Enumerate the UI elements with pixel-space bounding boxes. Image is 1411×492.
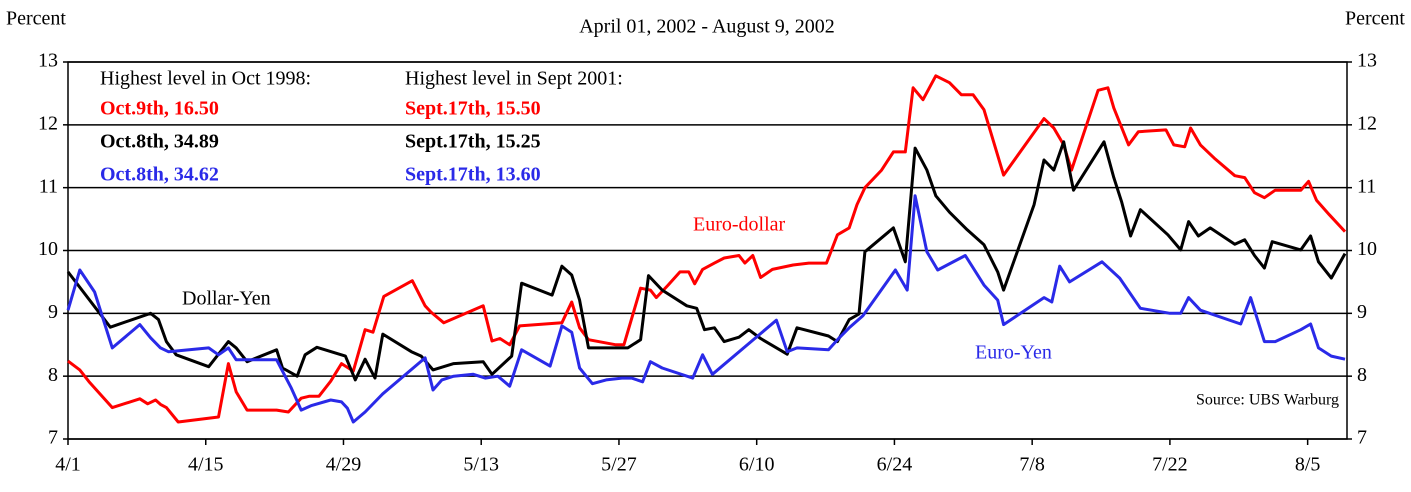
y-tick-label: 13: [38, 50, 58, 72]
y2-tick-label: 12: [1357, 112, 1377, 134]
series-label: Dollar-Yen: [182, 288, 271, 310]
y2-tick-label: 13: [1357, 50, 1377, 72]
y2-tick-label: 7: [1357, 427, 1367, 449]
y-tick-label: 9: [48, 301, 58, 323]
series-label: Euro-dollar: [693, 214, 786, 236]
y2-axis-label: Percent: [1345, 8, 1405, 30]
note: Sept.17th, 15.50: [405, 98, 541, 120]
y2-tick-label: 11: [1357, 175, 1376, 197]
y-tick-label: 11: [39, 175, 58, 197]
y2-tick-label: 8: [1357, 364, 1367, 386]
x-tick-label: 4/1: [55, 454, 81, 476]
plot-frame: [67, 61, 1348, 440]
x-tick-label: 5/13: [463, 454, 499, 476]
x-tick-label: 8/5: [1295, 454, 1321, 476]
y2-tick-label: 9: [1357, 301, 1367, 323]
x-tick-label: 7/22: [1152, 454, 1188, 476]
y-tick-label: 10: [38, 238, 58, 260]
x-tick-label: 5/27: [601, 454, 637, 476]
series-line: [66, 194, 1346, 424]
series-label: Euro-Yen: [975, 342, 1052, 364]
note: Sept.17th, 15.25: [405, 131, 541, 153]
note: Oct.8th, 34.89: [100, 131, 219, 153]
y-tick-label: 7: [48, 427, 58, 449]
note: Sept.17th, 13.60: [405, 164, 541, 186]
x-tick-label: 7/8: [1019, 454, 1045, 476]
x-tick-label: 6/24: [877, 454, 913, 476]
chart-title: April 01, 2002 - August 9, 2002: [579, 16, 835, 38]
y-axis-label: Percent: [6, 8, 66, 30]
y2-tick-label: 10: [1357, 238, 1377, 260]
y-tick-label: 8: [48, 364, 58, 386]
source: Source: UBS Warburg: [1196, 392, 1339, 409]
x-tick-label: 4/29: [326, 454, 362, 476]
note: Oct.8th, 34.62: [100, 164, 219, 186]
series-line: [66, 140, 1347, 382]
x-tick-label: 4/15: [188, 454, 224, 476]
x-tick-label: 6/10: [739, 454, 775, 476]
series-line: [67, 74, 1347, 424]
note: Oct.9th, 16.50: [100, 98, 219, 120]
y-tick-label: 12: [38, 112, 58, 134]
note: Highest level in Oct 1998:: [100, 68, 311, 90]
note: Highest level in Sept 2001:: [405, 68, 623, 90]
